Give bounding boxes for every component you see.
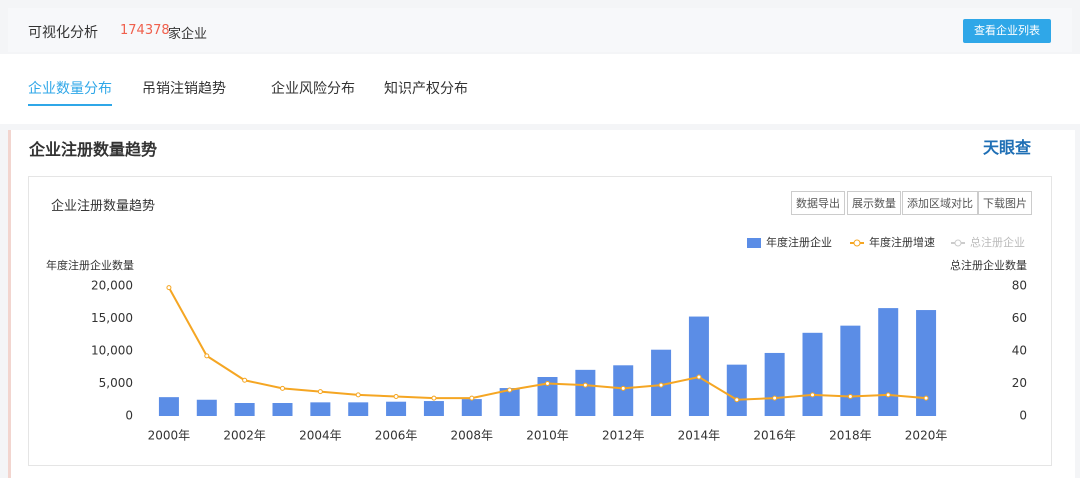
section: 企业注册数量趋势 天眼查 企业注册数量趋势 数据导出 展示数量 添加区域对比 下…	[8, 130, 1075, 478]
header-count-unit: 家企业	[168, 27, 208, 42]
panel-button[interactable]: 数据导出	[791, 191, 845, 215]
tab[interactable]: 企业风险分布	[271, 81, 355, 97]
tab[interactable]: 知识产权分布	[384, 81, 468, 97]
panel-button[interactable]: 添加区域对比	[902, 191, 978, 215]
list-button[interactable]: 查看企业列表	[963, 19, 1051, 43]
tab[interactable]: 吊销注销趋势	[142, 81, 226, 97]
section-title: 企业注册数量趋势	[29, 140, 158, 159]
tab[interactable]: 企业数量分布	[28, 78, 112, 106]
panel-title: 企业注册数量趋势	[51, 199, 156, 214]
header-title: 可视化分析	[28, 25, 98, 41]
panel-button[interactable]: 展示数量	[847, 191, 901, 215]
header-count: 174378	[120, 23, 170, 38]
panel: 企业注册数量趋势 数据导出 展示数量 添加区域对比 下载图片	[28, 176, 1052, 466]
logo: 天眼查	[983, 138, 1032, 157]
panel-button[interactable]: 下载图片	[978, 191, 1032, 215]
tabs: 企业数量分布 吊销注销趋势 企业风险分布 知识产权分布	[0, 54, 1080, 124]
top-bar: 可视化分析 174378 家企业 查看企业列表	[8, 8, 1072, 52]
